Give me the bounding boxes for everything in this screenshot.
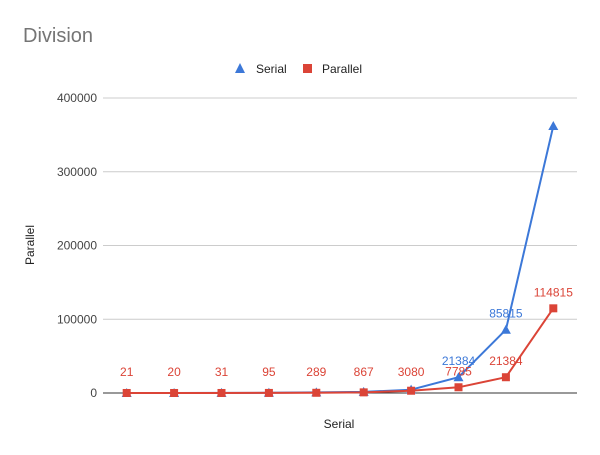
- serial-data-label-8: 85815: [489, 307, 523, 321]
- series-markers: [121, 121, 559, 397]
- parallel-data-label-6: 3080: [398, 365, 425, 379]
- parallel-point-3: [264, 388, 273, 397]
- parallel-point-5: [359, 388, 368, 397]
- y-tick-label-100000: 100000: [57, 312, 97, 326]
- serial-series-line: [126, 125, 555, 394]
- parallel-point-0: [122, 388, 131, 397]
- parallel-point-2: [217, 388, 226, 397]
- parallel-data-label-5: 867: [354, 365, 374, 379]
- legend-serial-marker: [235, 63, 245, 73]
- y-axis-title: Parallel: [23, 225, 37, 265]
- parallel-point-6: [407, 386, 416, 395]
- parallel-data-label-4: 289: [306, 365, 326, 379]
- legend: Serial Parallel: [235, 62, 362, 76]
- y-tick-label-200000: 200000: [57, 239, 97, 253]
- parallel-point-7: [454, 383, 463, 392]
- parallel-data-label-1: 20: [167, 365, 181, 379]
- gridlines: [103, 97, 577, 394]
- series-lines: [126, 125, 555, 394]
- legend-serial-label: Serial: [256, 62, 287, 76]
- parallel-data-label-2: 31: [215, 365, 229, 379]
- y-tick-label-400000: 400000: [57, 91, 97, 105]
- parallel-point-8: [501, 373, 510, 382]
- serial-point-8: [500, 324, 511, 334]
- y-tick-label-0: 0: [90, 386, 97, 400]
- y-axis-ticks: 0 100000 200000 300000 400000: [57, 91, 97, 400]
- parallel-point-1: [170, 388, 179, 397]
- serial-point-7: [453, 372, 464, 382]
- parallel-data-label-0: 21: [120, 365, 134, 379]
- chart-title: Division: [23, 25, 93, 47]
- parallel-data-label-3: 95: [262, 365, 276, 379]
- serial-data-label-7: 21384: [442, 354, 476, 368]
- y-tick-label-300000: 300000: [57, 165, 97, 179]
- parallel-series-line: [126, 307, 555, 394]
- parallel-point-9: [549, 304, 558, 313]
- legend-parallel-marker: [303, 64, 312, 73]
- parallel-data-label-7: 7785: [445, 364, 472, 378]
- legend-parallel-label: Parallel: [322, 62, 362, 76]
- parallel-data-label-8: 21384: [489, 354, 523, 368]
- parallel-point-4: [312, 388, 321, 397]
- x-axis-title: Serial: [324, 417, 355, 431]
- parallel-data-label-9: 114815: [534, 285, 573, 299]
- serial-point-9: [548, 121, 559, 131]
